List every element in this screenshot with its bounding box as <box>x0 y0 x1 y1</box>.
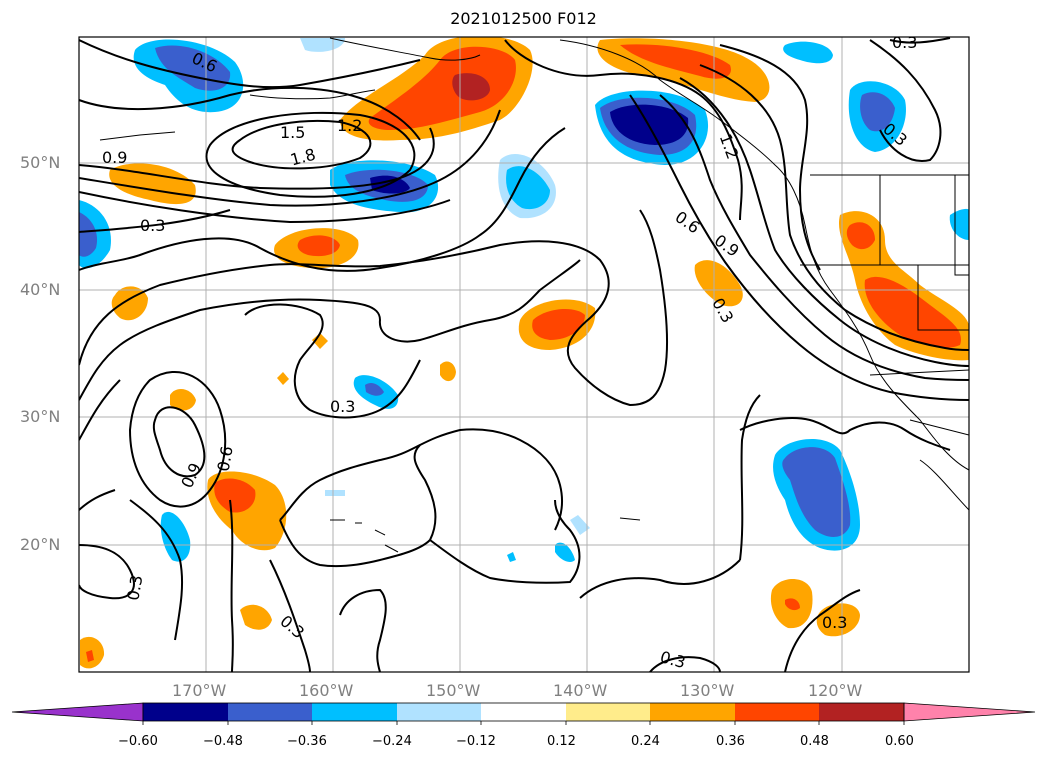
colorbar-bin <box>481 703 566 721</box>
colorbar-tick-label: 0.60 <box>885 734 914 749</box>
colorbar <box>11 702 1036 725</box>
lon-label: 150°W <box>426 681 481 700</box>
lon-label: 170°W <box>172 681 227 700</box>
anomaly-positive <box>240 604 272 630</box>
anomaly-positive <box>785 598 800 611</box>
colorbar-bin <box>143 703 228 721</box>
anomaly-positive <box>816 603 860 637</box>
contour-label: 0.3 <box>892 33 917 52</box>
colorbar-bin <box>397 703 481 721</box>
map-frame <box>78 36 970 673</box>
anomaly-positive <box>277 372 289 385</box>
colorbar-extend-high <box>903 702 1036 722</box>
contour-label: 0.9 <box>102 148 127 167</box>
anomaly-positive <box>694 260 743 307</box>
lat-label: 20°N <box>20 535 61 554</box>
contour-label: 0.3 <box>822 613 847 632</box>
colorbar-tick-label: 0.12 <box>547 734 576 749</box>
anomaly-negative <box>570 515 590 535</box>
contour-lines <box>79 37 969 672</box>
lon-label: 130°W <box>680 681 735 700</box>
colorbar-bin <box>819 703 904 721</box>
contour-label: 0.3 <box>330 397 355 416</box>
colorbar-tick-label: −0.12 <box>456 734 496 749</box>
lon-label: 140°W <box>553 681 608 700</box>
anomaly-negative <box>79 212 98 257</box>
colorbar-bin <box>650 703 735 721</box>
colorbar-tick-label: −0.24 <box>372 734 412 749</box>
anomaly-negative <box>782 447 851 537</box>
contour-label: 0.3 <box>123 574 146 602</box>
lat-label: 40°N <box>20 280 61 299</box>
anomaly-positive <box>312 333 328 349</box>
anomaly-positive <box>214 478 256 513</box>
anomaly-negative <box>783 41 833 64</box>
contour-label: 0.3 <box>140 216 165 235</box>
anomaly-negative <box>555 542 575 563</box>
colorbar-extend-low <box>11 702 144 722</box>
map-title: 2021012500 F012 <box>450 9 597 28</box>
anomaly-positive <box>170 388 196 411</box>
lon-label: 120°W <box>808 681 863 700</box>
colorbar-bin <box>735 703 819 721</box>
anomaly-positive <box>440 361 456 382</box>
colorbar-bin <box>566 703 650 721</box>
anomaly-negative <box>325 490 345 496</box>
shaded-anomalies <box>79 37 969 669</box>
anomaly-negative <box>506 166 550 210</box>
anomaly-positive <box>368 46 516 131</box>
lon-label: 160°W <box>299 681 354 700</box>
anomaly-positive <box>620 44 731 79</box>
anomaly-negative <box>160 511 191 562</box>
contour-label: 1.5 <box>280 123 305 142</box>
colorbar-tick-label: 0.48 <box>800 734 829 749</box>
anomaly-positive <box>452 73 490 101</box>
contour-label: 0.6 <box>214 445 237 473</box>
colorbar-tick-label: 0.24 <box>631 734 660 749</box>
anomaly-positive <box>297 235 340 257</box>
colorbar-tick-label: −0.36 <box>287 734 327 749</box>
colorbar-bin <box>312 703 397 721</box>
anomaly-positive <box>86 650 94 662</box>
lat-label: 50°N <box>20 153 61 172</box>
anomaly-negative <box>507 552 516 562</box>
lat-label: 30°N <box>20 407 61 426</box>
anomaly-positive <box>846 222 875 250</box>
colorbar-tick-label: −0.60 <box>118 734 158 749</box>
colorbar-bin <box>228 703 312 721</box>
anomaly-negative <box>860 92 895 132</box>
contour-label: 1.2 <box>337 116 362 135</box>
coastlines <box>99 37 969 553</box>
anomaly-negative <box>300 38 345 52</box>
anomaly-negative <box>365 382 384 396</box>
anomaly-positive <box>532 308 585 340</box>
colorbar-tick-label: −0.48 <box>203 734 243 749</box>
colorbar-tick-label: 0.36 <box>716 734 745 749</box>
